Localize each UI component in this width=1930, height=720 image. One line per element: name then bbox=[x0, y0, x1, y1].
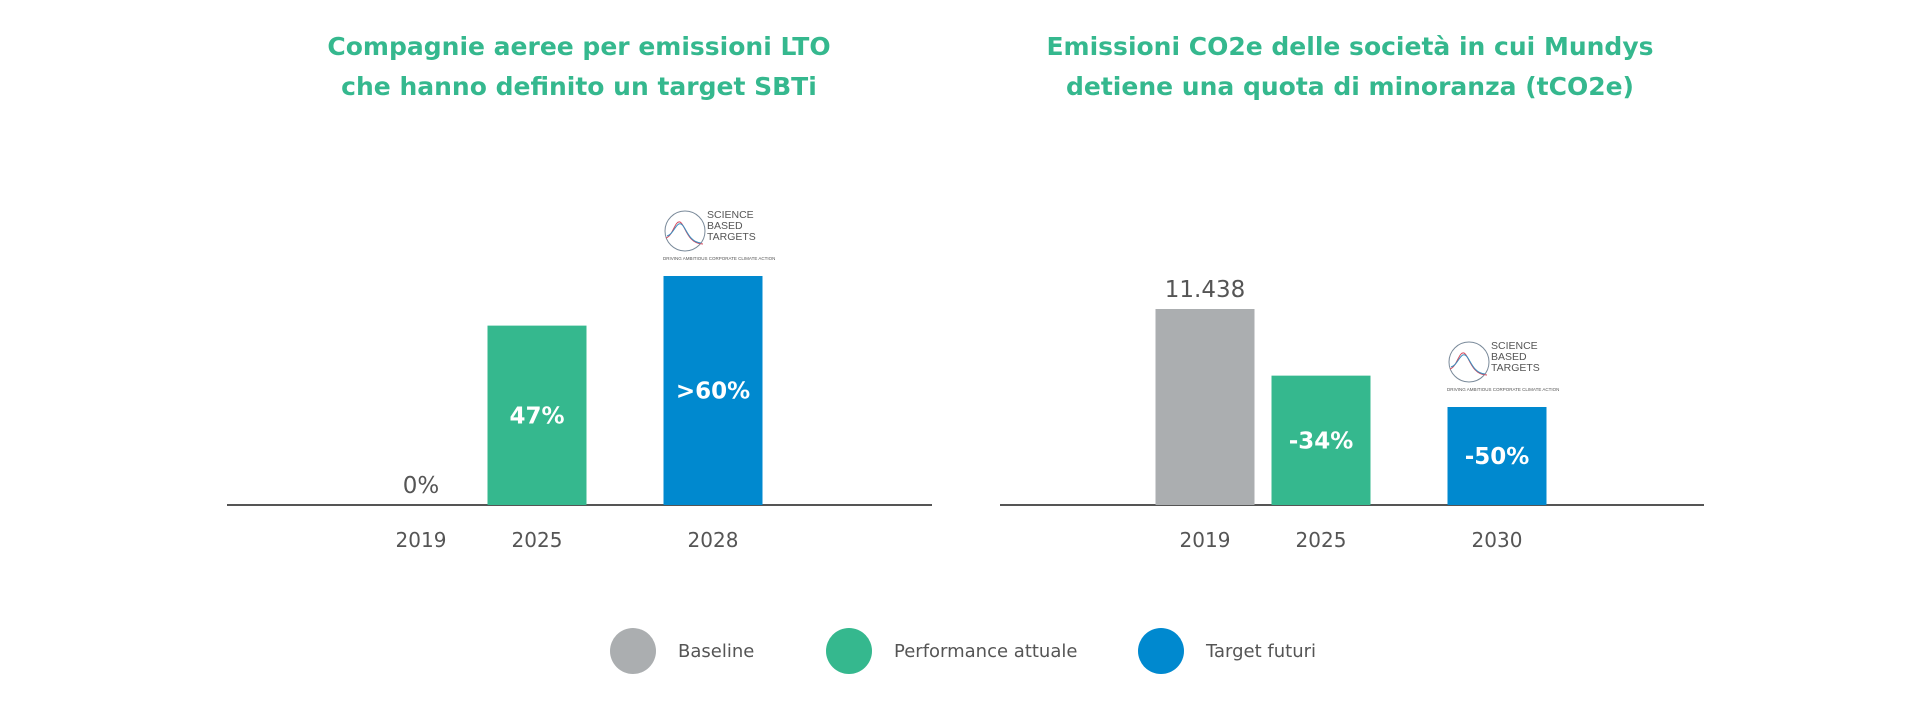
x-tick-label: 2025 bbox=[512, 528, 563, 552]
legend-swatch bbox=[826, 628, 872, 674]
x-tick-label: 2028 bbox=[688, 528, 739, 552]
title-line: Compagnie aeree per emissioni LTO bbox=[327, 32, 831, 61]
x-tick-label: 2025 bbox=[1296, 528, 1347, 552]
bar-2019 bbox=[1155, 309, 1255, 505]
data-label: -34% bbox=[1289, 428, 1354, 454]
legend-item-target: Target futuri bbox=[1138, 628, 1316, 674]
sbti-logo: SCIENCE BASED TARGETS DRIVING AMBITIOUS COR… bbox=[1447, 339, 1559, 397]
data-label: 0% bbox=[403, 473, 440, 499]
data-label: >60% bbox=[676, 379, 750, 405]
legend-label: Baseline bbox=[678, 640, 755, 662]
bar-2025 bbox=[487, 325, 587, 505]
title-line: detiene una quota di minoranza (tCO2e) bbox=[1066, 72, 1634, 101]
sbti-logo: SCIENCE BASED TARGETS DRIVING AMBITIOUS COR… bbox=[663, 208, 775, 266]
sbti-circle-icon bbox=[1448, 341, 1490, 383]
sbti-tagline: DRIVING AMBITIOUS CORPORATE CLIMATE ACTI… bbox=[663, 256, 776, 261]
legend-swatch bbox=[1138, 628, 1184, 674]
chart-title-right: Emissioni CO2e delle società in cui Mund… bbox=[1000, 27, 1700, 107]
title-line: che hanno definito un target SBTi bbox=[341, 72, 817, 101]
title-line: Emissioni CO2e delle società in cui Mund… bbox=[1046, 32, 1654, 61]
data-label: 11.438 bbox=[1165, 277, 1245, 303]
x-tick-label: 2019 bbox=[1180, 528, 1231, 552]
bar-2028 bbox=[663, 276, 763, 505]
sbti-circle-icon bbox=[664, 210, 706, 252]
x-tick-label: 2030 bbox=[1472, 528, 1523, 552]
sbti-wordmark: SCIENCE BASED TARGETS bbox=[1491, 340, 1540, 374]
bar-2030 bbox=[1447, 407, 1547, 505]
legend-label: Performance attuale bbox=[894, 640, 1078, 662]
chart-title-left: Compagnie aeree per emissioni LTO che ha… bbox=[229, 27, 929, 107]
bar-2025 bbox=[1271, 375, 1371, 505]
sbti-tagline: DRIVING AMBITIOUS CORPORATE CLIMATE ACTI… bbox=[1447, 387, 1560, 392]
sbti-wordmark: SCIENCE BASED TARGETS bbox=[707, 209, 756, 243]
legend-item-baseline: Baseline bbox=[610, 628, 754, 674]
legend-label: Target futuri bbox=[1206, 640, 1317, 662]
legend-item-current: Performance attuale bbox=[826, 628, 1077, 674]
data-label: -50% bbox=[1465, 444, 1530, 470]
data-label: 47% bbox=[509, 403, 564, 429]
x-tick-label: 2019 bbox=[396, 528, 447, 552]
legend-swatch bbox=[610, 628, 656, 674]
